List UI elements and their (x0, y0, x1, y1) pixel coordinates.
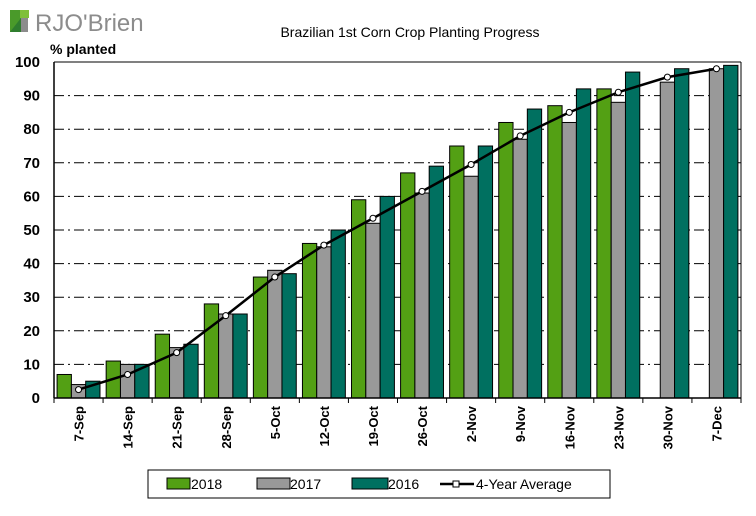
marker-4-year-average-30-nov (663, 73, 671, 81)
bar-2016-21-sep (183, 343, 199, 399)
bar-series (56, 64, 739, 399)
bar-2018-21-sep (154, 333, 171, 399)
y-tick-label-30: 30 (23, 289, 40, 306)
marker-4-year-average-23-nov (614, 88, 622, 96)
x-tick-label-2-nov: 2-Nov (464, 405, 479, 442)
x-tick-label-30-nov: 30-Nov (660, 405, 675, 449)
bar-2018-16-nov (547, 105, 563, 399)
marker-4-year-average-16-nov (565, 108, 573, 116)
x-tick-label-9-nov: 9-Nov (513, 405, 528, 442)
legend-item-2018: 2018 (166, 476, 222, 492)
bar-2016-19-oct (379, 195, 395, 399)
bar-2016-26-oct (428, 165, 444, 399)
legend-item-4-year-average: 4-Year Average (440, 476, 572, 492)
bar-2018-26-oct (400, 172, 416, 399)
bar-2017-2-nov (463, 175, 479, 399)
line-4-year-average (78, 67, 717, 391)
chart-title: Brazilian 1st Corn Crop Planting Progres… (280, 24, 539, 40)
y-tick-label-100: 100 (15, 54, 40, 71)
x-tick-label-26-oct: 26-Oct (415, 405, 430, 446)
legend-swatch-2016 (351, 477, 389, 490)
bar-2018-9-nov (498, 121, 514, 399)
bar-2017-14-sep (119, 363, 136, 399)
bar-2016-16-nov (575, 88, 592, 399)
bar-2016-5-oct (281, 273, 297, 399)
bar-2017-28-sep (218, 313, 234, 399)
bar-2016-23-nov (624, 71, 641, 399)
marker-4-year-average-19-oct (369, 214, 377, 222)
logo-mark-light (20, 10, 29, 18)
marker-4-year-average-5-oct (271, 273, 279, 281)
logo-mark-cut (10, 18, 21, 32)
bar-2016-7-dec (723, 64, 739, 399)
x-axis-ticks: 7-Sep 14-Sep 21-Sep 28-Sep 5-Oct 12-Oct 19-Oct… (53, 398, 742, 449)
x-tick-label-7-dec: 7-Dec (709, 406, 724, 441)
x-tick-label-28-sep: 28-Sep (219, 406, 234, 449)
legend-swatch-2017 (256, 477, 291, 490)
x-tick-label-14-sep: 14-Sep (121, 406, 136, 449)
y-tick-label-60: 60 (23, 188, 40, 205)
bar-2016-12-oct (330, 229, 346, 399)
bar-2016-30-nov (674, 68, 690, 399)
marker-4-year-average-28-sep (222, 312, 230, 320)
bar-2018-28-sep (203, 303, 220, 399)
bar-2018-2-nov (449, 145, 465, 399)
marker-4-year-average-14-sep (124, 370, 132, 378)
bar-2017-23-nov (610, 101, 626, 399)
bar-2017-26-oct (414, 192, 430, 399)
marker-4-year-average-26-oct (418, 187, 426, 195)
average-line-series (75, 65, 720, 394)
x-tick-label-16-nov: 16-Nov (562, 405, 577, 449)
y-tick-label-40: 40 (23, 256, 40, 273)
bar-2016-2-nov (477, 145, 494, 399)
x-tick-label-21-sep: 21-Sep (170, 406, 185, 449)
bar-2017-19-oct (365, 222, 381, 399)
bar-2018-5-oct (252, 276, 269, 399)
y-tick-label-20: 20 (23, 323, 40, 340)
bar-2018-7-sep (56, 373, 72, 399)
logo-mark-grey (21, 18, 28, 32)
bar-2017-30-nov (659, 81, 676, 399)
y-tick-label-50: 50 (23, 222, 40, 239)
marker-4-year-average-12-oct (320, 241, 328, 249)
logo-text: RJO'Brien (35, 10, 144, 37)
x-tick-label-19-oct: 19-Oct (366, 405, 381, 446)
legend-item-2016: 2016 (351, 476, 419, 492)
bar-2017-12-oct (316, 246, 332, 399)
legend-label-4-year-average: 4-Year Average (476, 476, 572, 492)
marker-4-year-average-21-sep (173, 349, 181, 357)
rjobrien-logo: RJO'Brien (10, 10, 144, 37)
x-tick-label-7-sep: 7-Sep (72, 406, 87, 441)
legend-marker-4-year-average (452, 480, 460, 488)
y-axis-ticks: 0 10 20 30 40 50 60 70 80 90 100 (15, 54, 40, 407)
legend-label-2016: 2016 (388, 476, 419, 492)
y-tick-label-70: 70 (23, 155, 40, 172)
legend-swatch-2018 (166, 477, 191, 490)
legend-label-2018: 2018 (191, 476, 222, 492)
bar-2017-7-dec (708, 68, 725, 399)
bar-2016-9-nov (526, 108, 543, 399)
x-tick-label-5-oct: 5-Oct (268, 405, 283, 439)
y-tick-label-10: 10 (23, 356, 40, 373)
x-tick-label-23-nov: 23-Nov (611, 405, 626, 449)
bar-2016-28-sep (232, 313, 248, 399)
marker-4-year-average-9-nov (516, 132, 524, 140)
bar-2017-9-nov (512, 138, 528, 399)
bar-2018-23-nov (596, 88, 612, 399)
bar-2018-12-oct (301, 242, 318, 399)
marker-4-year-average-2-nov (467, 160, 475, 168)
y-tick-label-0: 0 (32, 390, 40, 407)
marker-4-year-average-7-sep (75, 386, 83, 394)
marker-4-year-average-7-dec (712, 65, 720, 73)
bar-2017-16-nov (561, 121, 577, 399)
bar-2017-5-oct (267, 269, 283, 399)
y-tick-label-90: 90 (23, 88, 40, 105)
legend-item-2017: 2017 (256, 476, 321, 492)
x-tick-label-12-oct: 12-Oct (317, 405, 332, 446)
y-axis-label: % planted (50, 41, 116, 57)
y-tick-label-80: 80 (23, 121, 40, 138)
legend: 2018 2017 2016 4-Year Average (147, 469, 611, 499)
legend-label-2017: 2017 (290, 476, 321, 492)
